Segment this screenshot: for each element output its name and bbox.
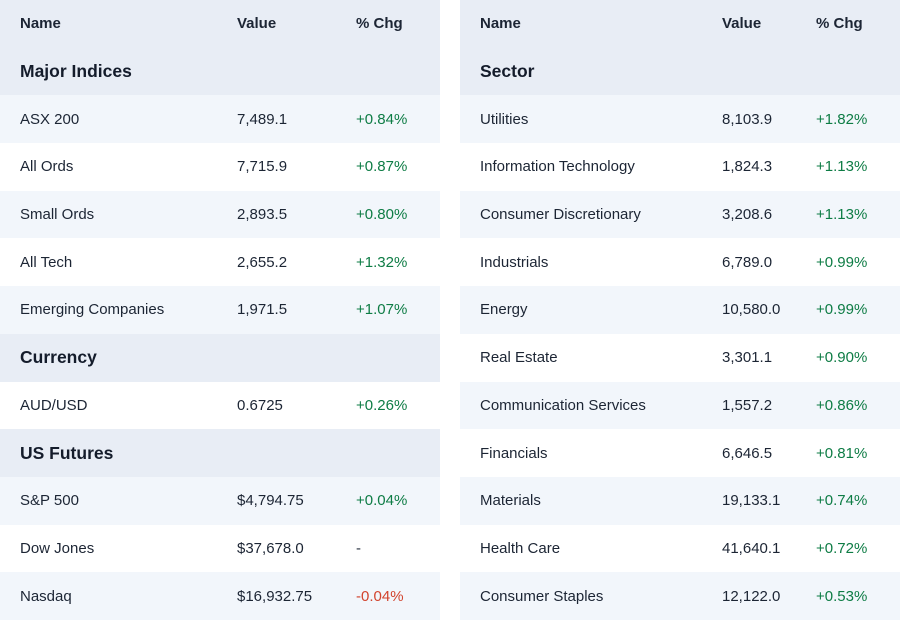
column-header-row: Name Value % Chg bbox=[460, 0, 900, 48]
row-change: +1.32% bbox=[356, 253, 408, 271]
table-row[interactable]: Utilities 8,103.9 +1.82% bbox=[460, 95, 900, 144]
row-value: 12,122.0 bbox=[722, 587, 781, 605]
row-name: Real Estate bbox=[480, 349, 558, 367]
row-name: Small Ords bbox=[20, 206, 95, 224]
row-value: 0.6725 bbox=[237, 396, 283, 414]
row-name: Communication Services bbox=[480, 396, 646, 414]
row-value: 19,133.1 bbox=[722, 492, 781, 510]
row-value: 7,715.9 bbox=[237, 158, 288, 176]
table-row[interactable]: Consumer Discretionary 3,208.6 +1.13% bbox=[460, 190, 900, 239]
row-value: 3,301.1 bbox=[722, 349, 773, 367]
column-header-value: Value bbox=[722, 15, 762, 33]
row-change: +1.82% bbox=[816, 110, 868, 128]
row-name: Information Technology bbox=[480, 158, 635, 176]
row-change: +0.99% bbox=[816, 253, 868, 271]
row-change: +0.81% bbox=[816, 444, 868, 462]
section-title: Sector bbox=[480, 61, 535, 82]
row-value: 2,893.5 bbox=[237, 206, 288, 224]
table-row[interactable]: Dow Jones $37,678.0 - bbox=[0, 524, 440, 573]
column-header-name: Name bbox=[480, 15, 521, 33]
section-header-row: Sector bbox=[460, 47, 900, 96]
row-value: 8,103.9 bbox=[722, 110, 773, 128]
column-header-row: Name Value % Chg bbox=[0, 0, 440, 48]
row-change: +0.99% bbox=[816, 301, 868, 319]
row-change: +0.86% bbox=[816, 396, 868, 414]
row-value: $16,932.75 bbox=[237, 587, 313, 605]
section-header-row: Major Indices bbox=[0, 47, 440, 96]
row-name: AUD/USD bbox=[20, 396, 88, 414]
table-row[interactable]: Industrials 6,789.0 +0.99% bbox=[460, 238, 900, 287]
table-row[interactable]: Consumer Staples 12,122.0 +0.53% bbox=[460, 572, 900, 620]
row-value: 7,489.1 bbox=[237, 110, 288, 128]
section-header-row: Currency bbox=[0, 333, 440, 382]
table-row[interactable]: Information Technology 1,824.3 +1.13% bbox=[460, 143, 900, 191]
row-change: +0.53% bbox=[816, 587, 868, 605]
row-change: +0.90% bbox=[816, 349, 868, 367]
table-row[interactable]: Emerging Companies 1,971.5 +1.07% bbox=[0, 286, 440, 334]
table-row[interactable]: ASX 200 7,489.1 +0.84% bbox=[0, 95, 440, 144]
row-change: +1.07% bbox=[356, 301, 408, 319]
indices-table: Name Value % Chg Major Indices ASX 200 7,489.… bbox=[0, 0, 440, 620]
table-row[interactable]: Small Ords 2,893.5 +0.80% bbox=[0, 190, 440, 239]
row-value: 2,655.2 bbox=[237, 253, 288, 271]
row-value: 10,580.0 bbox=[722, 301, 781, 319]
section-title: US Futures bbox=[20, 442, 114, 463]
row-name: Consumer Staples bbox=[480, 587, 604, 605]
row-value: 6,646.5 bbox=[722, 444, 773, 462]
table-row[interactable]: Energy 10,580.0 +0.99% bbox=[460, 286, 900, 334]
table-row[interactable]: Real Estate 3,301.1 +0.90% bbox=[460, 333, 900, 382]
row-value: 41,640.1 bbox=[722, 539, 781, 557]
row-name: Nasdaq bbox=[20, 587, 72, 605]
column-header-chg: % Chg bbox=[816, 15, 863, 33]
row-value: $4,794.75 bbox=[237, 492, 304, 510]
table-row[interactable]: Financials 6,646.5 +0.81% bbox=[460, 429, 900, 477]
table-row[interactable]: S&P 500 $4,794.75 +0.04% bbox=[0, 476, 440, 525]
row-value: 6,789.0 bbox=[722, 253, 773, 271]
row-value: 3,208.6 bbox=[722, 206, 773, 224]
row-name: Consumer Discretionary bbox=[480, 206, 641, 224]
section-header-row: US Futures bbox=[0, 429, 440, 477]
row-change: +1.13% bbox=[816, 206, 868, 224]
row-name: Utilities bbox=[480, 110, 529, 128]
row-change: +0.80% bbox=[356, 206, 408, 224]
row-change: - bbox=[356, 539, 361, 557]
row-name: Energy bbox=[480, 301, 528, 319]
row-change: +0.74% bbox=[816, 492, 868, 510]
row-name: Dow Jones bbox=[20, 539, 95, 557]
column-header-value: Value bbox=[237, 15, 277, 33]
row-name: S&P 500 bbox=[20, 492, 79, 510]
table-row[interactable]: Health Care 41,640.1 +0.72% bbox=[460, 524, 900, 573]
row-value: $37,678.0 bbox=[237, 539, 304, 557]
row-name: Emerging Companies bbox=[20, 301, 165, 319]
column-header-name: Name bbox=[20, 15, 61, 33]
table-row[interactable]: Materials 19,133.1 +0.74% bbox=[460, 476, 900, 525]
row-name: Materials bbox=[480, 492, 541, 510]
sectors-table: Name Value % Chg Sector Utilities 8,103.9 +1.8… bbox=[460, 0, 900, 620]
column-header-chg: % Chg bbox=[356, 15, 403, 33]
row-name: Financials bbox=[480, 444, 548, 462]
row-name: All Ords bbox=[20, 158, 74, 176]
row-value: 1,971.5 bbox=[237, 301, 288, 319]
table-row[interactable]: AUD/USD 0.6725 +0.26% bbox=[0, 381, 440, 430]
table-row[interactable]: Nasdaq $16,932.75 -0.04% bbox=[0, 572, 440, 620]
table-row[interactable]: All Tech 2,655.2 +1.32% bbox=[0, 238, 440, 287]
table-row[interactable]: Communication Services 1,557.2 +0.86% bbox=[460, 381, 900, 430]
row-value: 1,557.2 bbox=[722, 396, 773, 414]
row-change: +0.72% bbox=[816, 539, 868, 557]
row-name: ASX 200 bbox=[20, 110, 80, 128]
row-name: Health Care bbox=[480, 539, 561, 557]
row-change: -0.04% bbox=[356, 587, 404, 605]
section-title: Currency bbox=[20, 347, 97, 368]
row-change: +0.87% bbox=[356, 158, 408, 176]
row-change: +0.26% bbox=[356, 396, 408, 414]
row-value: 1,824.3 bbox=[722, 158, 773, 176]
row-change: +0.04% bbox=[356, 492, 408, 510]
row-change: +0.84% bbox=[356, 110, 408, 128]
row-name: Industrials bbox=[480, 253, 549, 271]
section-title: Major Indices bbox=[20, 61, 132, 82]
row-name: All Tech bbox=[20, 253, 73, 271]
table-row[interactable]: All Ords 7,715.9 +0.87% bbox=[0, 143, 440, 191]
row-change: +1.13% bbox=[816, 158, 868, 176]
